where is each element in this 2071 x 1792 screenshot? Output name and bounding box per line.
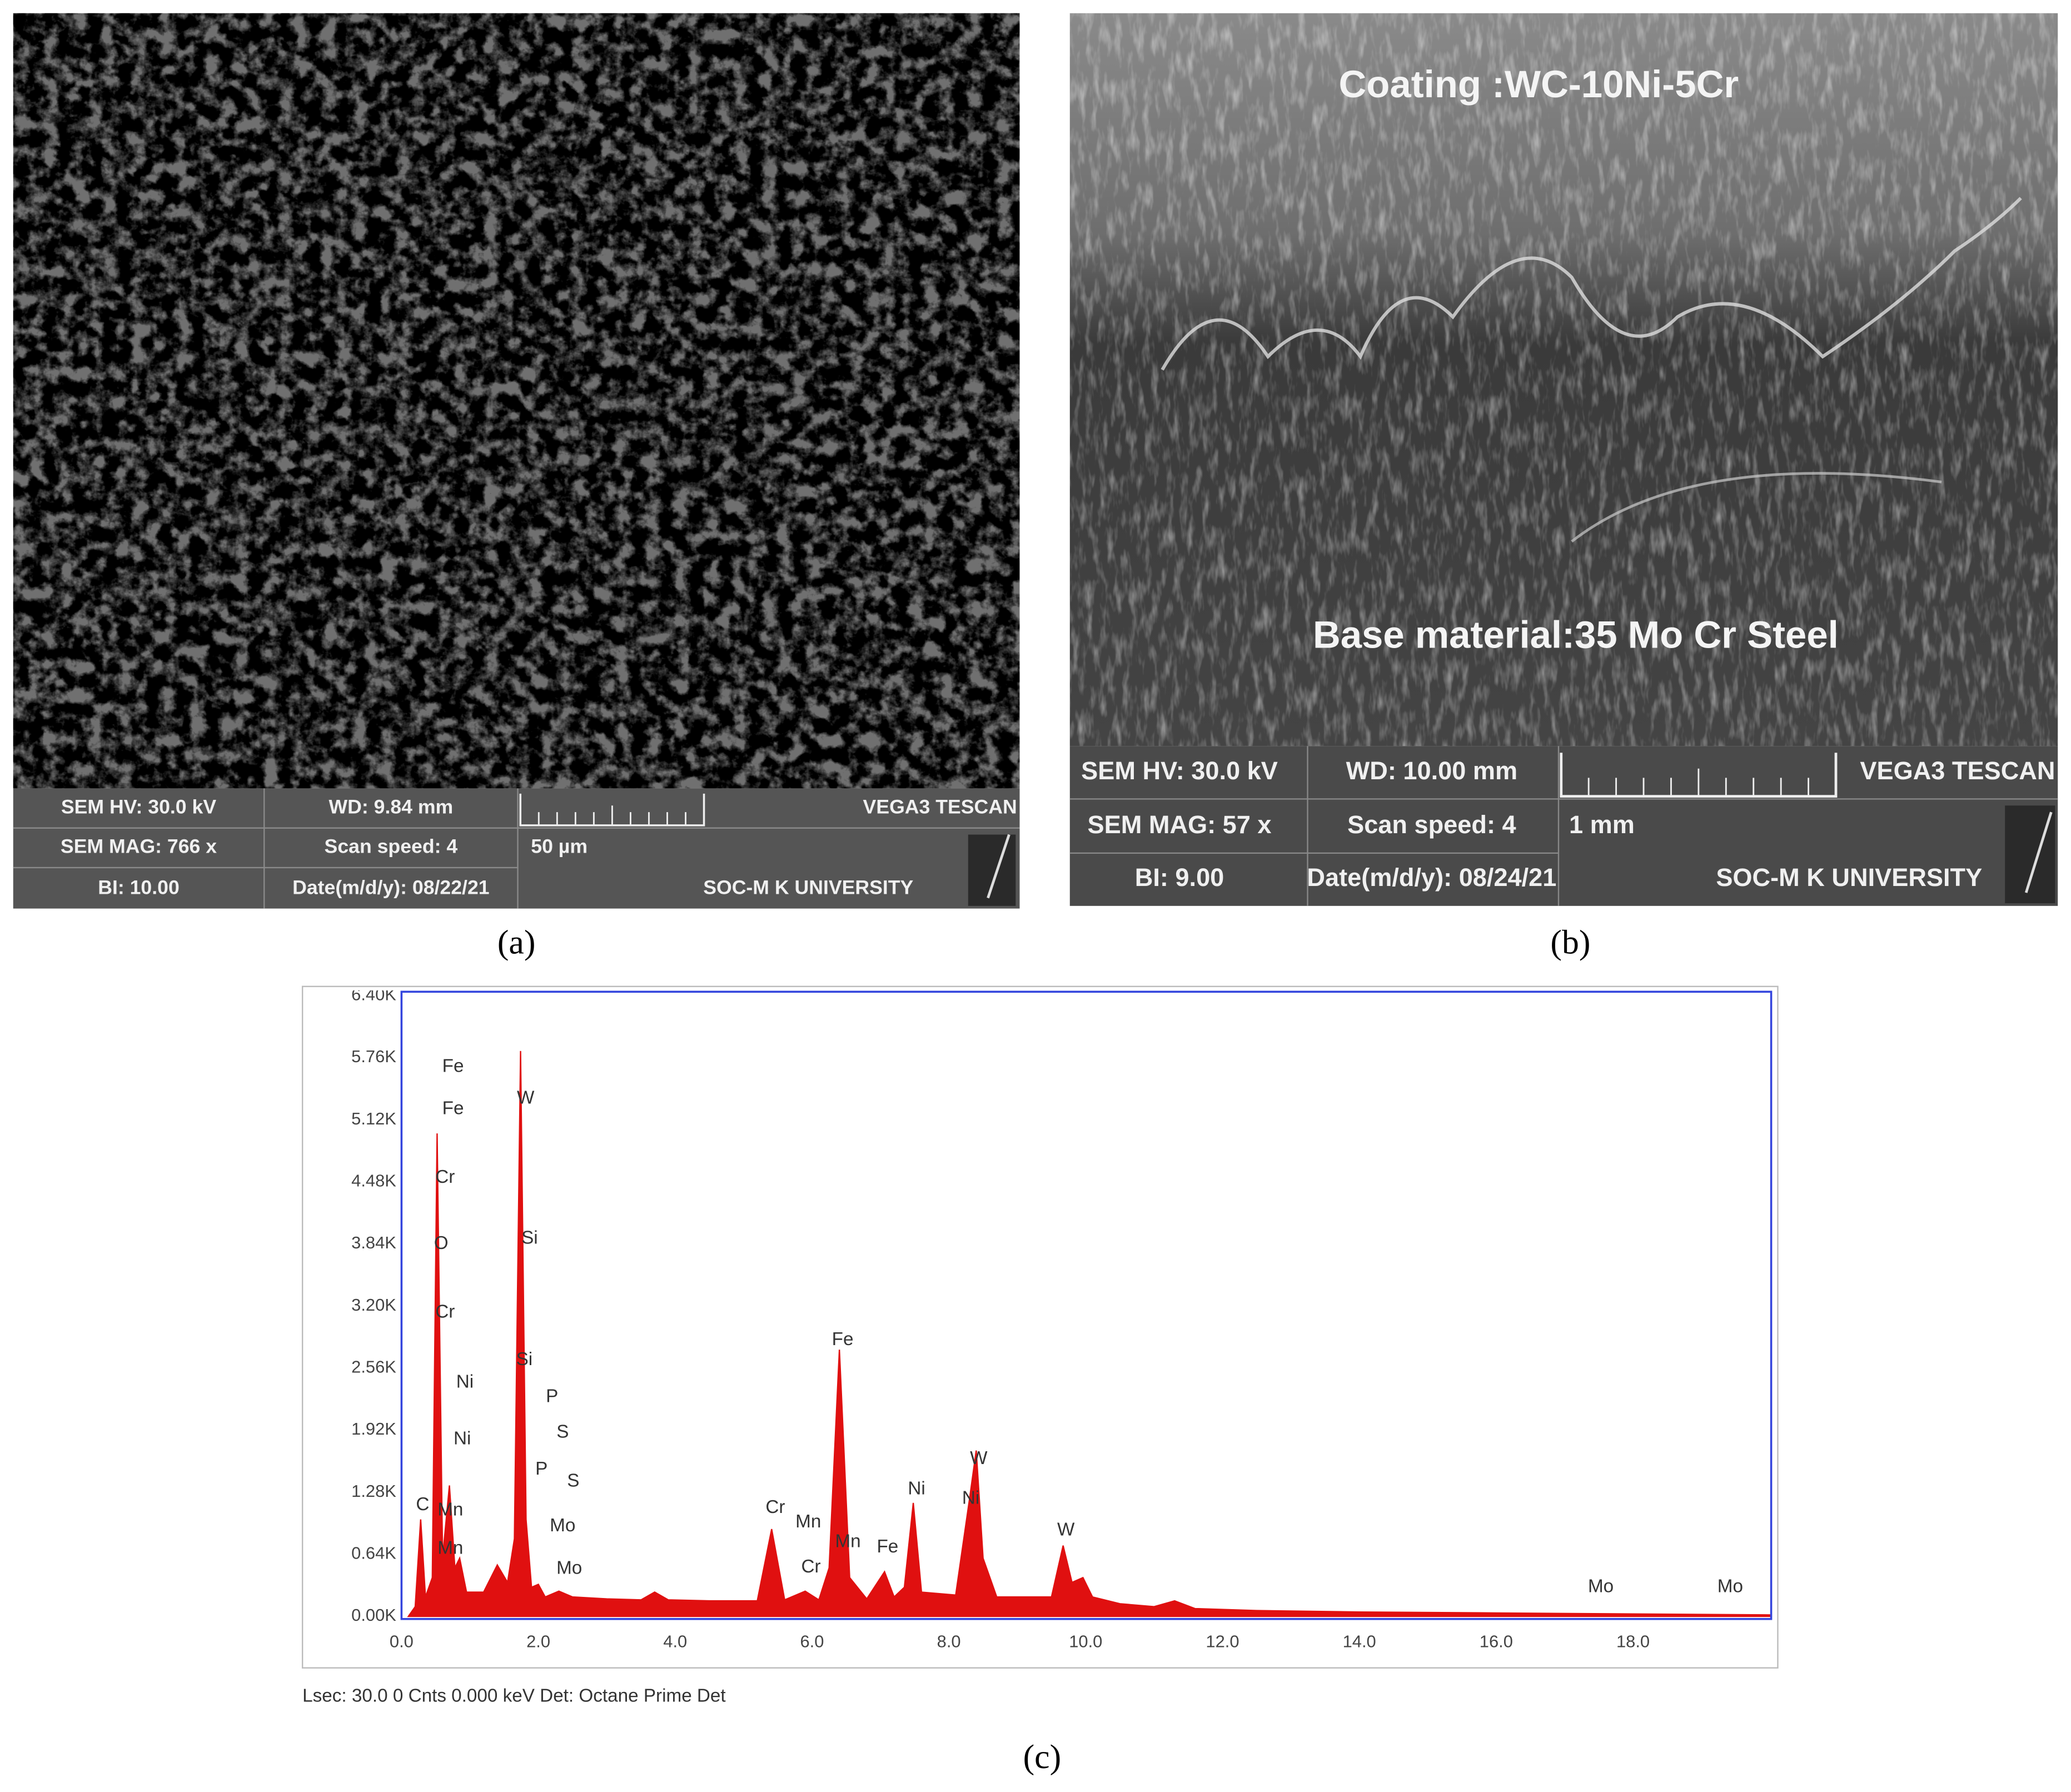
info-bar-b — [1069, 746, 2058, 906]
peak-label: S — [567, 1470, 579, 1491]
y-tick-label: 2.56K — [351, 1357, 396, 1377]
caption: (b) — [1550, 923, 1590, 961]
plot-border — [400, 990, 1773, 1620]
image-label: Base material:35 Mo Cr Steel — [1313, 614, 1839, 656]
caption: (c) — [1023, 1738, 1062, 1776]
info-field: WD: 10.00 mm — [1346, 756, 1517, 785]
peak-label: Mo — [550, 1515, 575, 1536]
info-field: BI: 9.00 — [1135, 863, 1224, 892]
info-field: Scan speed: 4 — [1347, 810, 1516, 839]
spectrum-area — [407, 1051, 1771, 1617]
peak-label: Ni — [454, 1428, 471, 1448]
info-field: SEM MAG: 766 x — [61, 835, 217, 858]
peak-label: Cr — [801, 1556, 820, 1577]
x-tick-label: 4.0 — [663, 1632, 687, 1651]
info-field: SEM HV: 30.0 kV — [1081, 756, 1278, 785]
peak-label: Si — [516, 1349, 533, 1370]
x-tick-label: 8.0 — [937, 1632, 961, 1651]
x-tick-label: 14.0 — [1343, 1632, 1376, 1651]
info-field: 1 mm — [1569, 810, 1635, 839]
peak-label: W — [517, 1087, 535, 1108]
image-label: Coating :WC-10Ni-5Cr — [1339, 63, 1739, 106]
y-tick-label: 5.12K — [351, 1109, 396, 1128]
peak-label: Fe — [442, 1056, 464, 1076]
peak-label: W — [1057, 1519, 1075, 1540]
y-tick-label: 1.92K — [351, 1419, 396, 1438]
peak-label: Mn — [835, 1531, 860, 1552]
peak-label: O — [434, 1233, 449, 1253]
peak-label: Mn — [795, 1511, 821, 1532]
chart: 0.00K 0.64K 1.28K 1.92K 2.56K 3.20K 3.84K 4.48K… — [351, 985, 1771, 1651]
peak-label: P — [546, 1386, 558, 1406]
info-field: VEGA3 TESCAN — [863, 795, 1017, 818]
peak-label: Cr — [435, 1301, 455, 1322]
info-field: BI: 10.00 — [98, 876, 180, 898]
peak-label: S — [556, 1422, 569, 1442]
info-field: SEM HV: 30.0 kV — [61, 795, 216, 818]
x-tick-label: 0.0 — [390, 1632, 414, 1651]
peak-label: Ni — [456, 1371, 474, 1392]
peak-label: Fe — [442, 1098, 464, 1118]
peak-label: Mo — [556, 1557, 582, 1578]
peak-label: P — [535, 1459, 547, 1479]
info-field: VEGA3 TESCAN — [1860, 756, 2055, 785]
x-tick-label: 10.0 — [1069, 1632, 1102, 1651]
info-field: Date(m/d/y): 08/22/21 — [292, 876, 489, 898]
info-field: SOC-M K UNIVERSITY — [1716, 863, 1982, 892]
peak-label: Cr — [765, 1497, 785, 1517]
peak-label: Mo — [1717, 1576, 1743, 1597]
peak-label: Cr — [435, 1167, 455, 1187]
x-tick-label: 16.0 — [1480, 1632, 1513, 1651]
info-field: Scan speed: 4 — [325, 835, 458, 858]
sem-image-a — [13, 13, 1020, 789]
info-field: 50 µm — [531, 835, 588, 858]
info-field: Date(m/d/y): 08/24/21 — [1307, 863, 1556, 892]
peak-label: Si — [521, 1227, 538, 1248]
peak-label: Fe — [832, 1329, 854, 1350]
peak-label: Ni — [962, 1487, 979, 1508]
x-tick-label: 12.0 — [1206, 1632, 1239, 1651]
y-tick-label: 3.84K — [351, 1233, 396, 1252]
y-tick-label: 3.20K — [351, 1295, 396, 1315]
y-tick-label: 0.00K — [351, 1605, 396, 1625]
y-tick-label: 1.28K — [351, 1481, 396, 1501]
peak-label: Mo — [1588, 1576, 1614, 1597]
peak-label: W — [970, 1448, 988, 1469]
caption: (a) — [497, 923, 536, 961]
info-field: SOC-M K UNIVERSITY — [703, 876, 913, 898]
peak-label: Mn — [437, 1538, 463, 1559]
y-tick-label: 5.76K — [351, 1047, 396, 1066]
info-field: WD: 9.84 mm — [329, 795, 454, 818]
y-tick-label: 4.48K — [351, 1171, 396, 1191]
peak-label: Ni — [908, 1479, 925, 1499]
peak-label: C — [416, 1494, 429, 1515]
peak-label: Fe — [877, 1536, 898, 1557]
peak-label: Mn — [437, 1500, 463, 1520]
x-tick-label: 6.0 — [800, 1632, 824, 1651]
info-bar-a — [13, 788, 1020, 909]
y-tick-label: 6.40K — [351, 985, 396, 1004]
x-tick-label: 2.0 — [526, 1632, 550, 1651]
chart-frame — [301, 985, 1779, 1669]
sem-image-b — [1069, 13, 2058, 746]
x-tick-label: 18.0 — [1616, 1632, 1650, 1651]
chart-footer: Lsec: 30.0 0 Cnts 0.000 keV Det: Octane … — [302, 1686, 726, 1706]
info-field: SEM MAG: 57 x — [1087, 810, 1271, 839]
y-tick-label: 0.64K — [351, 1544, 396, 1563]
